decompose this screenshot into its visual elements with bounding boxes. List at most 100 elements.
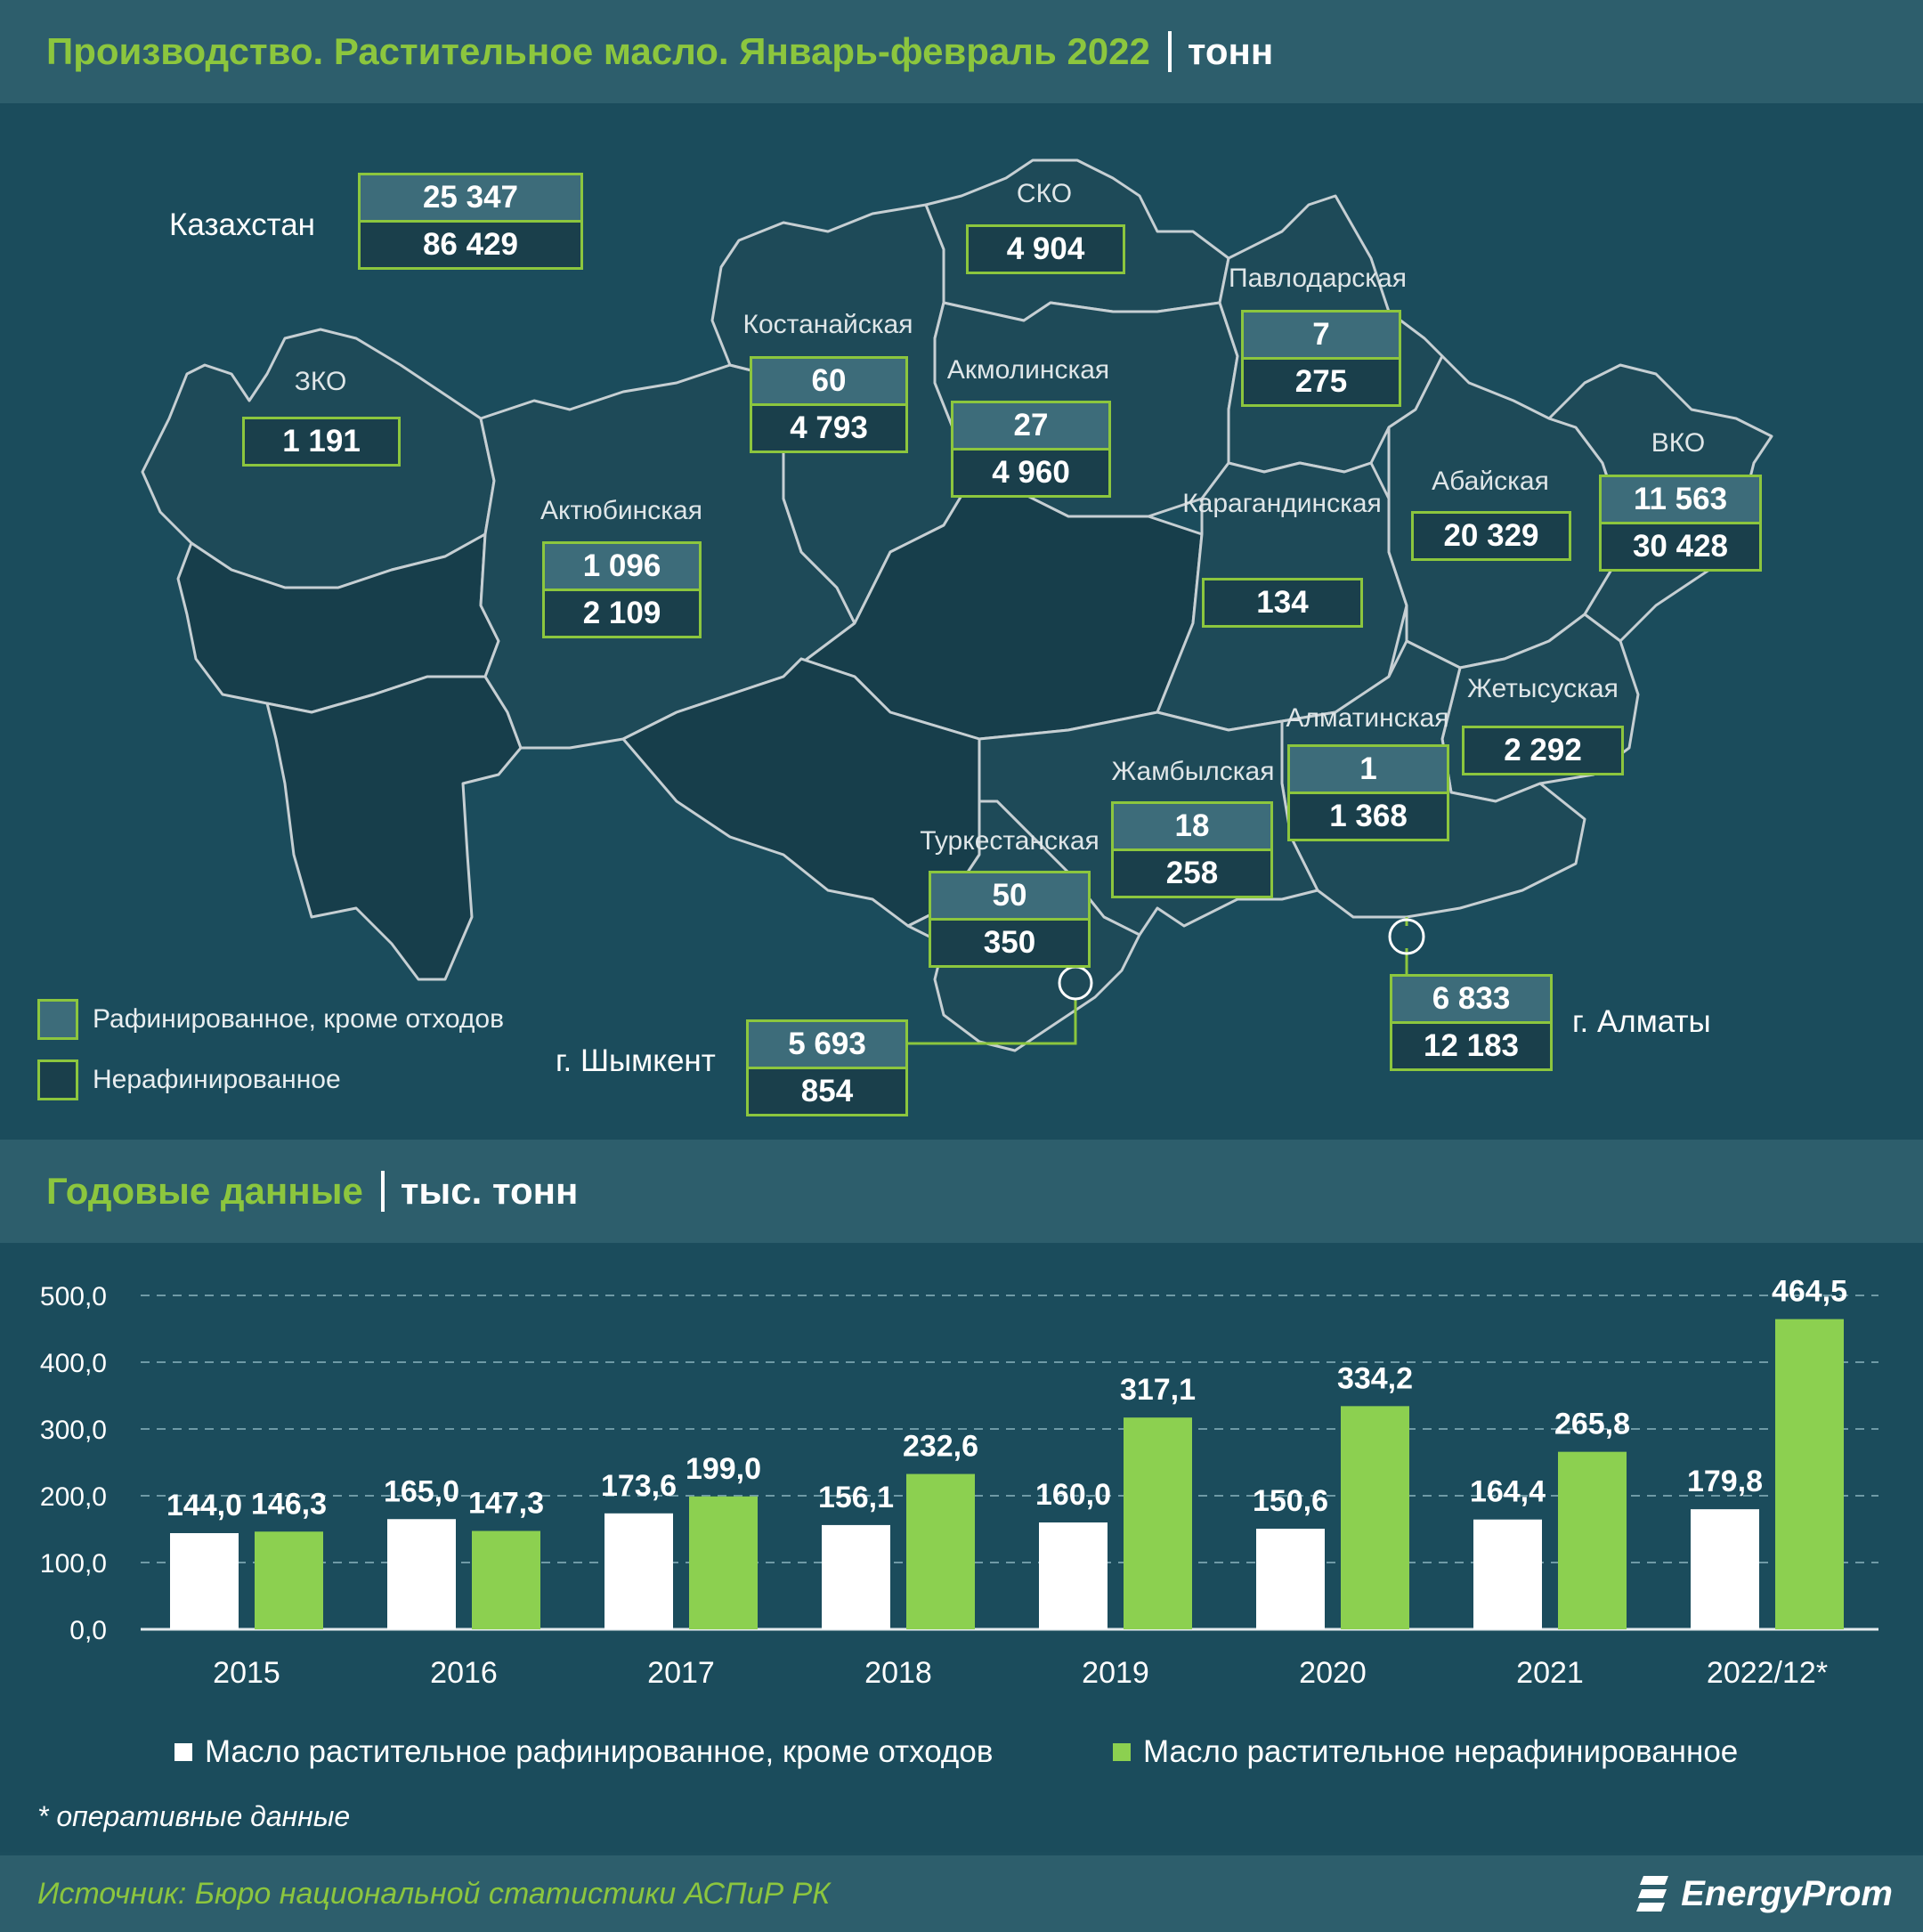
annual-title: Годовые данные bbox=[46, 1170, 363, 1212]
region-box-zhambyl: 18 258 bbox=[1111, 801, 1273, 898]
bar-value-label: 199,0 bbox=[686, 1452, 761, 1486]
x-tick-label: 2020 bbox=[1299, 1656, 1367, 1690]
y-tick-label: 0,0 bbox=[69, 1616, 107, 1645]
city-refined-value: 5 693 bbox=[749, 1022, 905, 1067]
kazakhstan-map bbox=[141, 158, 1773, 1052]
footnote: * оперативные данные bbox=[37, 1800, 351, 1832]
bar-value-label: 165,0 bbox=[384, 1474, 459, 1508]
bar-unrefined bbox=[255, 1531, 323, 1629]
chart-legend-swatch-unrefined bbox=[1113, 1743, 1131, 1761]
region-box-abai: 20 329 bbox=[1411, 511, 1571, 561]
shymkent-leader-line bbox=[906, 999, 1077, 1045]
city-refined-value: 6 833 bbox=[1392, 977, 1550, 1021]
bar-refined bbox=[1691, 1509, 1759, 1629]
title-separator bbox=[1167, 31, 1172, 72]
region-unrefined-value: 350 bbox=[931, 918, 1088, 965]
bar-value-label: 156,1 bbox=[818, 1481, 894, 1514]
region-label-kostanay: Костанайская bbox=[742, 310, 913, 339]
bar-value-label: 144,0 bbox=[166, 1489, 242, 1522]
region-box-pavlodar: 7 275 bbox=[1241, 310, 1401, 407]
bar-unrefined bbox=[689, 1496, 758, 1629]
region-label-aktobe: Актюбинская bbox=[540, 496, 702, 525]
annual-chart-panel: 0,0 100,0 200,0 300,0 400,0 500,0 144,0 146,3 20… bbox=[0, 1243, 1923, 1852]
region-label-sko: СКО bbox=[1016, 179, 1073, 208]
source-text: Источник: Бюро национальной статистики А… bbox=[37, 1876, 831, 1911]
bar-unrefined bbox=[1775, 1319, 1844, 1629]
region-box-akmola: 27 4 960 bbox=[951, 401, 1111, 498]
region-unrefined-value: 4 793 bbox=[752, 403, 905, 451]
region-label-akmola: Акмолинская bbox=[946, 355, 1110, 385]
region-box-kostanay: 60 4 793 bbox=[750, 356, 908, 453]
region-box-karaganda: 134 bbox=[1202, 578, 1363, 628]
bar-refined bbox=[822, 1524, 890, 1629]
region-shape-mangystau bbox=[265, 675, 523, 981]
chart-legend-refined: Масло растительное рафинированное, кроме… bbox=[174, 1734, 993, 1770]
city-unrefined-value: 854 bbox=[749, 1067, 905, 1114]
bar-value-label: 265,8 bbox=[1554, 1408, 1630, 1441]
bar-refined bbox=[1256, 1529, 1325, 1629]
y-tick-label: 200,0 bbox=[40, 1482, 107, 1512]
region-box-zko: 1 191 bbox=[242, 417, 401, 467]
x-tick-label: 2019 bbox=[1082, 1656, 1149, 1690]
annual-bar-chart: 0,0 100,0 200,0 300,0 400,0 500,0 144,0 146,3 20… bbox=[40, 1275, 1878, 1690]
country-refined-value: 25 347 bbox=[361, 175, 580, 220]
region-refined-value: 7 bbox=[1244, 313, 1399, 357]
region-unrefined-value: 258 bbox=[1114, 848, 1270, 896]
page-title: Производство. Растительное масло. Январь… bbox=[46, 30, 1150, 72]
y-tick-label: 300,0 bbox=[40, 1416, 107, 1445]
header-title-row: Производство. Растительное масло. Январь… bbox=[0, 0, 1273, 103]
bar-unrefined bbox=[1124, 1417, 1192, 1629]
logo-mark-icon bbox=[1636, 1876, 1669, 1912]
bar-refined bbox=[1039, 1522, 1108, 1629]
bar-value-label: 173,6 bbox=[601, 1469, 677, 1503]
country-unrefined-value: 86 429 bbox=[361, 220, 580, 267]
region-label-karaganda: Карагандинская bbox=[1182, 489, 1382, 518]
bar-refined bbox=[170, 1533, 239, 1629]
annual-band: Годовые данные тыс. тонн bbox=[0, 1140, 1923, 1243]
bar-value-label: 232,6 bbox=[903, 1430, 978, 1464]
region-refined-value: 11 563 bbox=[1602, 477, 1759, 522]
map-panel: Казахстан 25 347 86 429 СКО 4 904 Павлод… bbox=[0, 103, 1923, 1140]
country-value-box: 25 347 86 429 bbox=[358, 173, 583, 270]
region-refined-value: 60 bbox=[752, 359, 905, 403]
x-tick-label: 2018 bbox=[864, 1656, 932, 1690]
x-tick-label: 2021 bbox=[1516, 1656, 1584, 1690]
region-unrefined-value: 1 368 bbox=[1290, 791, 1447, 839]
chart-legend-swatch-refined bbox=[174, 1743, 192, 1761]
x-tick-label: 2015 bbox=[213, 1656, 280, 1690]
bar-refined bbox=[1473, 1519, 1542, 1629]
region-unrefined-value: 134 bbox=[1205, 580, 1360, 625]
map-legend-unrefined: Нерафинированное bbox=[37, 1059, 341, 1100]
country-label: Казахстан bbox=[169, 207, 316, 242]
bar-value-label: 464,5 bbox=[1772, 1275, 1847, 1309]
bar-unrefined bbox=[472, 1530, 540, 1629]
city-label-shymkent: г. Шымкент bbox=[556, 1043, 716, 1078]
region-box-aktobe: 1 096 2 109 bbox=[542, 541, 702, 638]
almaty-city-marker bbox=[1388, 918, 1425, 955]
bar-refined bbox=[604, 1513, 673, 1629]
region-label-pavlodar: Павлодарская bbox=[1229, 264, 1407, 293]
bar-refined bbox=[387, 1519, 456, 1629]
map-legend-refined: Рафинированное, кроме отходов bbox=[37, 999, 504, 1040]
bar-value-label: 160,0 bbox=[1035, 1478, 1111, 1512]
city-label-almaty: г. Алматы bbox=[1572, 1004, 1711, 1039]
region-label-turkestan: Туркестанская bbox=[920, 826, 1099, 856]
region-refined-value: 50 bbox=[931, 873, 1088, 918]
region-unrefined-value: 4 960 bbox=[953, 448, 1108, 495]
bar-unrefined bbox=[1558, 1451, 1627, 1629]
chart-legend-label-refined: Масло растительное рафинированное, кроме… bbox=[205, 1734, 994, 1769]
city-box-almaty: 6 833 12 183 bbox=[1390, 974, 1553, 1071]
bar-value-label: 317,1 bbox=[1120, 1373, 1196, 1407]
region-label-zhetysu: Жетысуская bbox=[1467, 674, 1619, 703]
region-refined-value: 1 096 bbox=[545, 544, 699, 589]
bar-value-label: 164,4 bbox=[1470, 1475, 1546, 1509]
region-refined-value: 18 bbox=[1114, 804, 1270, 848]
y-tick-label: 400,0 bbox=[40, 1349, 107, 1378]
x-tick-label: 2022/12* bbox=[1707, 1656, 1828, 1690]
chart-legend-unrefined: Масло растительное нерафинированное bbox=[1113, 1734, 1738, 1770]
y-tick-label: 100,0 bbox=[40, 1549, 107, 1579]
region-label-vko: ВКО bbox=[1651, 428, 1706, 458]
region-unrefined-value: 4 904 bbox=[969, 227, 1123, 272]
y-tick-label: 500,0 bbox=[40, 1282, 107, 1311]
bar-value-label: 179,8 bbox=[1687, 1465, 1763, 1498]
